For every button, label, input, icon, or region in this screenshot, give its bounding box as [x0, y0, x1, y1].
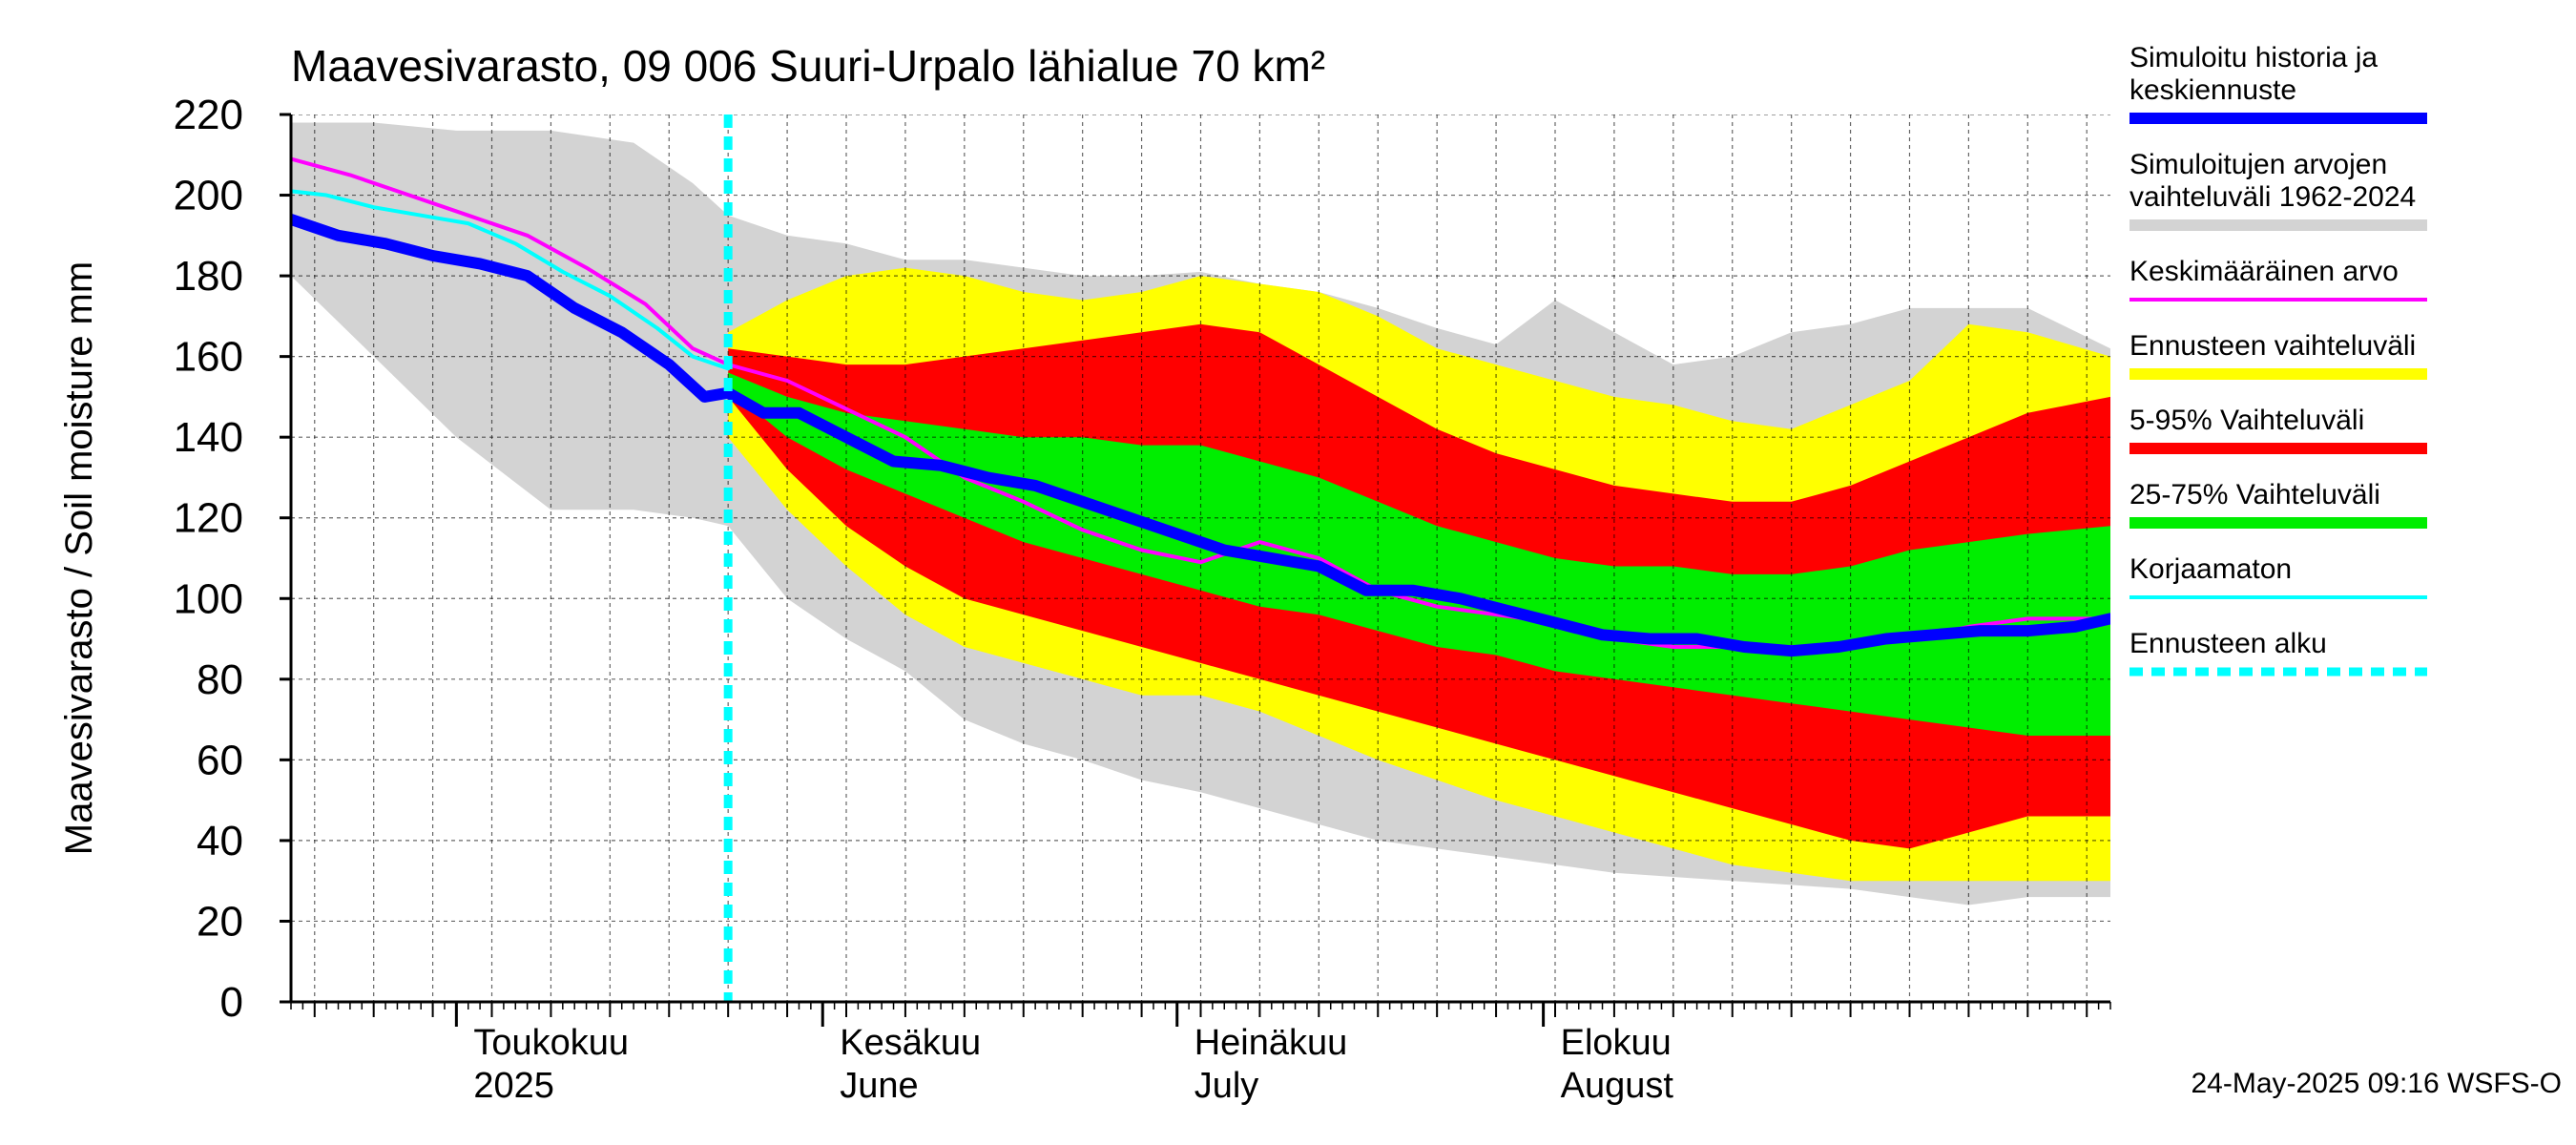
legend-label-4: 5-95% Vaihteluväli [2129, 405, 2364, 436]
y-tick-label: 200 [174, 173, 243, 219]
legend-label-7: Ennusteen alku [2129, 628, 2327, 659]
y-axis-label: Maavesivarasto / Soil moisture mm [58, 261, 100, 855]
legend: Simuloitu historia ja keskiennuste Simuloi… [2129, 42, 2427, 677]
month-sublabel-3: August [1561, 1066, 1674, 1106]
y-tick-label: 20 [197, 898, 243, 945]
y-tick-label: 40 [197, 818, 243, 864]
month-sublabel-1: June [840, 1066, 918, 1106]
line-history_median [291, 213, 2110, 657]
y-tick-label: 160 [174, 334, 243, 381]
y-tick-label: 220 [174, 92, 243, 138]
y-tick-label: 100 [174, 575, 243, 622]
month-sublabel-0: 2025 [473, 1066, 554, 1106]
month-label-3: Elokuu [1561, 1023, 1672, 1063]
axes: 0 20 40 60 80 100 120 140 160 180 200 220 Toukokuu20… [174, 92, 2111, 1106]
line-uncorrected [291, 189, 731, 371]
month-label-1: Kesäkuu [840, 1023, 981, 1063]
month-label-2: Heinäkuu [1195, 1023, 1348, 1063]
y-tick-label: 180 [174, 253, 243, 300]
y-tick-label: 140 [174, 414, 243, 461]
series-group [291, 114, 2110, 1002]
month-sublabel-2: July [1195, 1066, 1259, 1106]
legend-label-5: 25-75% Vaihteluväli [2129, 479, 2380, 510]
plot-area [291, 114, 2110, 1002]
legend-label-1: Simuloitujen arvojen vaihteluväli 1962-20… [2129, 149, 2416, 213]
legend-label-2: Keskimääräinen arvo [2129, 256, 2399, 287]
month-label-0: Toukokuu [473, 1023, 629, 1063]
y-tick-label: 120 [174, 495, 243, 542]
y-tick-label: 0 [220, 979, 243, 1026]
timestamp-footer: 24-May-2025 09:16 WSFS-O [2192, 1068, 2563, 1099]
legend-label-0: Simuloitu historia ja keskiennuste [2129, 42, 2378, 106]
legend-label-6: Korjaamaton [2129, 553, 2292, 585]
legend-label-3: Ennusteen vaihteluväli [2129, 330, 2416, 362]
chart-title: Maavesivarasto, 09 006 Suuri-Urpalo lähi… [291, 41, 1325, 91]
y-tick-label: 80 [197, 656, 243, 703]
y-tick-label: 60 [197, 737, 243, 783]
